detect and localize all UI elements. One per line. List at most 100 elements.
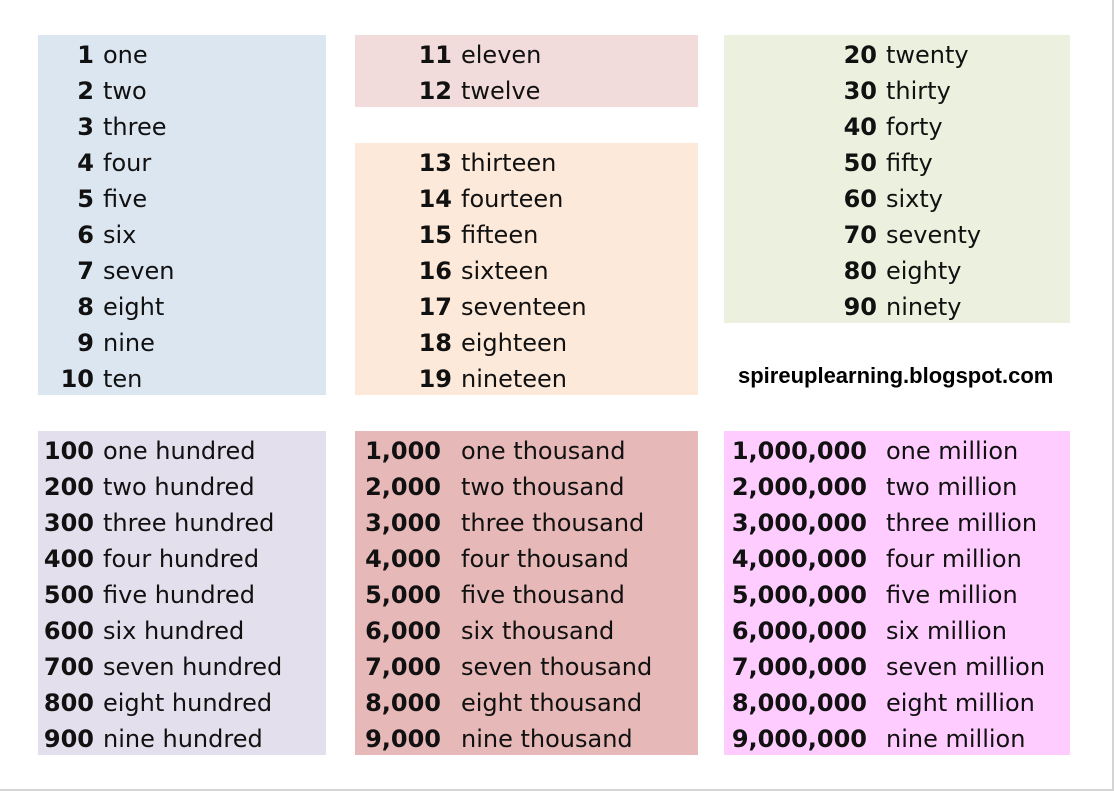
- number-row: 3,000 three thousand: [0, 505, 1114, 541]
- number-word: fifteen: [461, 221, 539, 249]
- number-row: 18 eighteen: [0, 325, 1114, 361]
- number-row: 7,000 seven thousand: [0, 649, 1114, 685]
- number-word: nine million: [886, 725, 1026, 753]
- number-word: three thousand: [461, 509, 645, 537]
- numeral: 2,000: [365, 473, 441, 501]
- number-word: seventeen: [461, 293, 587, 321]
- number-word: sixteen: [461, 257, 549, 285]
- number-row: 8 eight: [0, 289, 1114, 325]
- number-word: three: [103, 113, 167, 141]
- number-word: fourteen: [461, 185, 564, 213]
- number-row: 30 thirty: [0, 73, 1114, 109]
- number-row: 6 six: [0, 217, 1114, 253]
- numeral: 16: [418, 257, 452, 285]
- numeral: 1,000,000: [731, 437, 867, 465]
- number-word: nine thousand: [461, 725, 633, 753]
- numeral: 80: [843, 257, 877, 285]
- numeral: 7,000: [365, 653, 441, 681]
- numeral: 11: [418, 41, 452, 69]
- numeral: 90: [843, 293, 877, 321]
- number-row: 19 nineteen: [0, 361, 1114, 397]
- number-word: eight hundred: [103, 689, 273, 717]
- number-row: 12 twelve: [0, 73, 1114, 109]
- number-word: ninety: [886, 293, 962, 321]
- number-word: five thousand: [461, 581, 625, 609]
- number-row: 3,000,000 three million: [0, 505, 1114, 541]
- number-row: 10 ten: [0, 361, 1114, 397]
- number-row: 1,000,000 one million: [0, 433, 1114, 469]
- numeral: 3,000: [365, 509, 441, 537]
- number-word: two: [103, 77, 147, 105]
- number-word: four hundred: [103, 545, 260, 573]
- number-row: 70 seventy: [0, 217, 1114, 253]
- number-row: 80 eighty: [0, 253, 1114, 289]
- number-row: 6,000,000 six million: [0, 613, 1114, 649]
- numeral: 30: [843, 77, 877, 105]
- numeral: 800: [43, 689, 94, 717]
- numeral: 18: [418, 329, 452, 357]
- numeral: 400: [43, 545, 94, 573]
- number-word: nineteen: [461, 365, 568, 393]
- numeral: 3,000,000: [731, 509, 867, 537]
- numeral: 1: [77, 41, 94, 69]
- numeral: 4: [77, 149, 94, 177]
- numeral: 200: [43, 473, 94, 501]
- number-row: 7 seven: [0, 253, 1114, 289]
- number-word: seven: [103, 257, 175, 285]
- number-row: 16 sixteen: [0, 253, 1114, 289]
- number-row: 1 one: [0, 37, 1114, 73]
- number-row: 600 six hundred: [0, 613, 1114, 649]
- numeral: 4,000: [365, 545, 441, 573]
- number-row: 400 four hundred: [0, 541, 1114, 577]
- number-row: 13 thirteen: [0, 145, 1114, 181]
- number-word: three hundred: [103, 509, 275, 537]
- numeral: 9: [77, 329, 94, 357]
- number-word: one thousand: [461, 437, 626, 465]
- number-row: 5,000 five thousand: [0, 577, 1114, 613]
- number-row: 9,000 nine thousand: [0, 721, 1114, 757]
- number-word: twelve: [461, 77, 541, 105]
- numeral: 100: [43, 437, 94, 465]
- number-row: 7,000,000 seven million: [0, 649, 1114, 685]
- numeral: 50: [843, 149, 877, 177]
- numeral: 8,000: [365, 689, 441, 717]
- group-ones: [38, 35, 326, 395]
- number-word: two thousand: [461, 473, 625, 501]
- numeral: 6,000,000: [731, 617, 867, 645]
- number-word: six: [103, 221, 137, 249]
- number-row: 100 one hundred: [0, 433, 1114, 469]
- numeral: 60: [843, 185, 877, 213]
- number-row: 700 seven hundred: [0, 649, 1114, 685]
- numeral: 4,000,000: [731, 545, 867, 573]
- number-word: two hundred: [103, 473, 255, 501]
- number-row: 500 five hundred: [0, 577, 1114, 613]
- group-tens: [724, 35, 1070, 323]
- numeral: 9,000,000: [731, 725, 867, 753]
- number-word: four million: [886, 545, 1022, 573]
- number-row: 1,000 one thousand: [0, 433, 1114, 469]
- number-word: one million: [886, 437, 1019, 465]
- number-word: eighty: [886, 257, 962, 285]
- numeral: 7,000,000: [731, 653, 867, 681]
- number-word: nine hundred: [103, 725, 263, 753]
- numeral: 3: [77, 113, 94, 141]
- number-row: 800 eight hundred: [0, 685, 1114, 721]
- number-word: eight million: [886, 689, 1035, 717]
- number-row: 90 ninety: [0, 289, 1114, 325]
- number-row: 9 nine: [0, 325, 1114, 361]
- numeral: 1,000: [365, 437, 441, 465]
- number-word: one: [103, 41, 148, 69]
- numeral: 5,000: [365, 581, 441, 609]
- number-row: 3 three: [0, 109, 1114, 145]
- numeral: 900: [43, 725, 94, 753]
- numeral: 5,000,000: [731, 581, 867, 609]
- numeral: 8,000,000: [731, 689, 867, 717]
- number-word: eleven: [461, 41, 542, 69]
- number-row: 2,000,000 two million: [0, 469, 1114, 505]
- number-row: 11 eleven: [0, 37, 1114, 73]
- number-word: four thousand: [461, 545, 630, 573]
- numeral: 15: [418, 221, 452, 249]
- number-row: 60 sixty: [0, 181, 1114, 217]
- numeral: 19: [418, 365, 452, 393]
